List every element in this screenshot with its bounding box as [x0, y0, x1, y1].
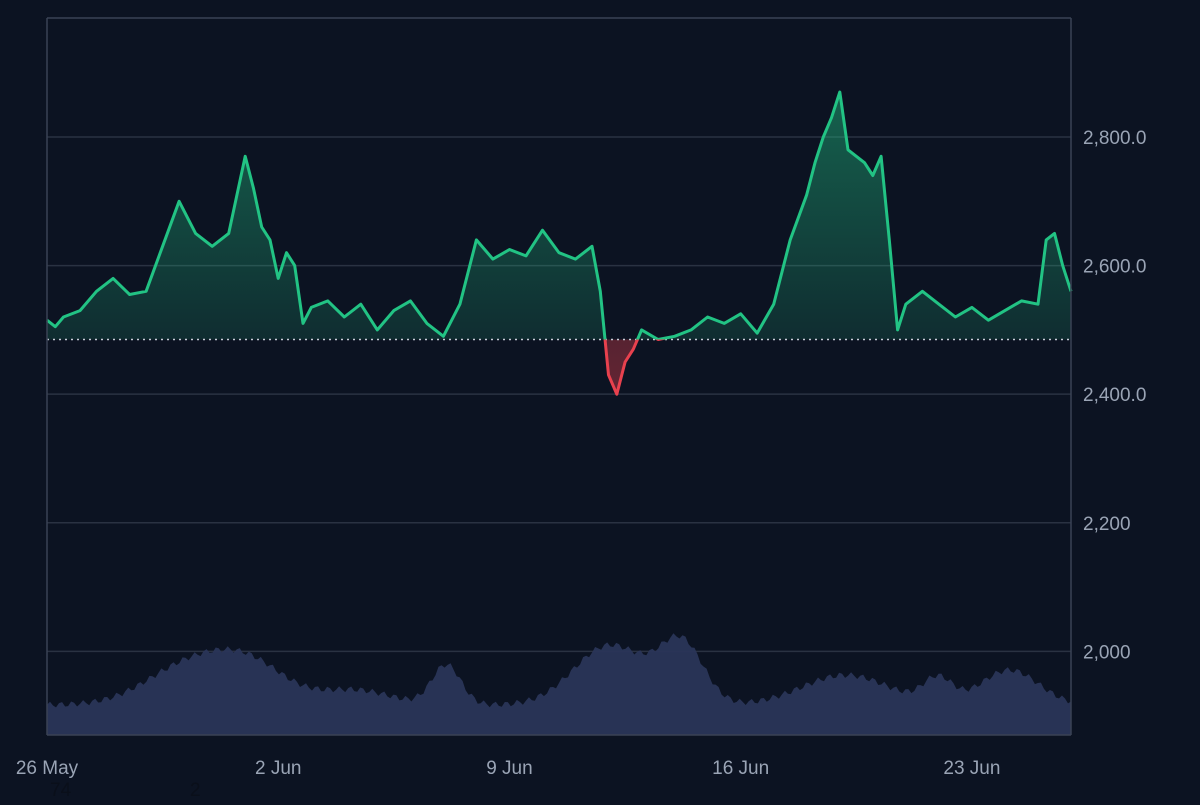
y-axis-ticks: 2,000 2,200 2,400.0 2,600.0 2,800.0 [1083, 128, 1146, 663]
footer-right-value: 2 [190, 780, 201, 801]
y-tick-label: 2,000 [1083, 642, 1131, 663]
chart-frame [46, 17, 1072, 736]
volume-bars [47, 633, 1071, 735]
volume-silhouette [47, 633, 1071, 735]
price-line [46, 90, 1073, 396]
x-tick-label: 23 Jun [943, 758, 1000, 779]
price-line-up [46, 90, 1073, 340]
x-tick-label: 9 Jun [486, 758, 532, 779]
grid-lines [47, 136, 1071, 653]
footer-left-value: 74 [50, 780, 72, 801]
area-above-baseline [47, 92, 1071, 340]
y-tick-label: 2,400.0 [1083, 385, 1146, 406]
x-axis-ticks: 26 May 2 Jun 9 Jun 16 Jun 23 Jun [16, 758, 1001, 779]
x-tick-label: 26 May [16, 758, 79, 779]
price-area [47, 92, 1071, 395]
y-tick-label: 2,600.0 [1083, 257, 1146, 278]
x-tick-label: 16 Jun [712, 758, 769, 779]
x-tick-label: 2 Jun [255, 758, 301, 779]
y-tick-label: 2,200 [1083, 514, 1131, 535]
y-tick-label: 2,800.0 [1083, 128, 1146, 149]
